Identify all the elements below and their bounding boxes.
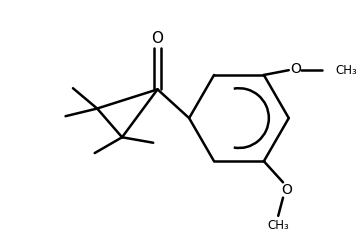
Text: O: O: [282, 183, 292, 197]
Text: CH₃: CH₃: [267, 219, 289, 232]
Text: O: O: [290, 62, 301, 76]
Text: O: O: [152, 31, 163, 46]
Text: CH₃: CH₃: [336, 64, 357, 77]
